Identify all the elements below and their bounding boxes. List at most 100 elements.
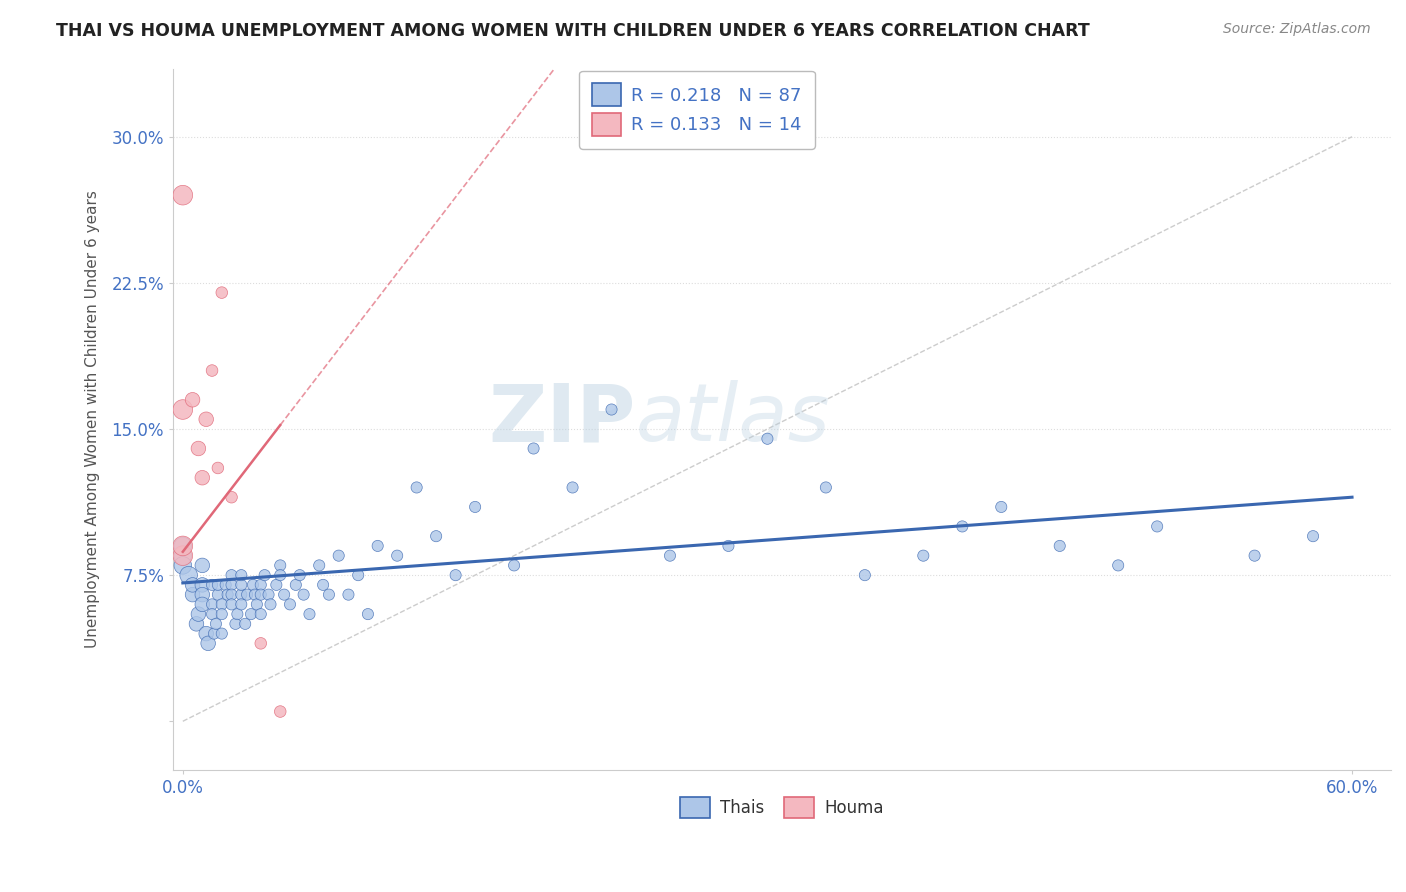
Point bbox=[284, 578, 307, 592]
Point bbox=[444, 568, 467, 582]
Point bbox=[187, 607, 209, 621]
Point bbox=[172, 549, 194, 563]
Point bbox=[172, 558, 194, 573]
Point bbox=[269, 705, 291, 719]
Point bbox=[278, 598, 301, 612]
Point bbox=[231, 568, 253, 582]
Text: atlas: atlas bbox=[636, 380, 831, 458]
Point bbox=[814, 480, 837, 494]
Point bbox=[1302, 529, 1324, 543]
Point bbox=[221, 578, 243, 592]
Point bbox=[201, 363, 224, 377]
Point bbox=[367, 539, 389, 553]
Point bbox=[853, 568, 876, 582]
Point bbox=[249, 588, 271, 602]
Point bbox=[347, 568, 370, 582]
Point bbox=[1146, 519, 1168, 533]
Point bbox=[191, 598, 214, 612]
Point bbox=[202, 626, 225, 640]
Point bbox=[191, 588, 214, 602]
Point bbox=[211, 285, 233, 300]
Point bbox=[201, 598, 224, 612]
Point bbox=[1107, 558, 1129, 573]
Point bbox=[259, 598, 281, 612]
Point bbox=[242, 578, 264, 592]
Point bbox=[205, 616, 228, 631]
Point bbox=[231, 598, 253, 612]
Point bbox=[201, 578, 224, 592]
Point bbox=[240, 607, 263, 621]
Point bbox=[990, 500, 1012, 514]
Point bbox=[172, 188, 194, 202]
Point bbox=[328, 549, 350, 563]
Point bbox=[912, 549, 935, 563]
Point bbox=[221, 598, 243, 612]
Point bbox=[201, 607, 224, 621]
Point bbox=[221, 588, 243, 602]
Point bbox=[207, 461, 229, 475]
Point bbox=[266, 578, 288, 592]
Point bbox=[177, 568, 200, 582]
Point bbox=[191, 558, 214, 573]
Point bbox=[950, 519, 973, 533]
Point bbox=[172, 539, 194, 553]
Point bbox=[221, 568, 243, 582]
Point bbox=[385, 549, 408, 563]
Point bbox=[211, 626, 233, 640]
Point bbox=[600, 402, 623, 417]
Point bbox=[226, 607, 249, 621]
Text: THAI VS HOUMA UNEMPLOYMENT AMONG WOMEN WITH CHILDREN UNDER 6 YEARS CORRELATION C: THAI VS HOUMA UNEMPLOYMENT AMONG WOMEN W… bbox=[56, 22, 1090, 40]
Point bbox=[211, 598, 233, 612]
Point bbox=[561, 480, 583, 494]
Point bbox=[211, 607, 233, 621]
Point bbox=[207, 578, 229, 592]
Point bbox=[288, 568, 311, 582]
Point bbox=[172, 402, 194, 417]
Point bbox=[172, 539, 194, 553]
Point bbox=[503, 558, 526, 573]
Point bbox=[257, 588, 280, 602]
Point bbox=[273, 588, 295, 602]
Point bbox=[231, 578, 253, 592]
Point bbox=[224, 616, 246, 631]
Point bbox=[191, 578, 214, 592]
Point bbox=[659, 549, 682, 563]
Point bbox=[195, 626, 218, 640]
Legend: Thais, Houma: Thais, Houma bbox=[673, 790, 890, 825]
Point bbox=[1049, 539, 1071, 553]
Point bbox=[249, 636, 271, 650]
Point bbox=[464, 500, 486, 514]
Point bbox=[186, 616, 208, 631]
Point bbox=[217, 588, 239, 602]
Point bbox=[405, 480, 427, 494]
Text: Source: ZipAtlas.com: Source: ZipAtlas.com bbox=[1223, 22, 1371, 37]
Point bbox=[269, 568, 291, 582]
Point bbox=[172, 549, 194, 563]
Point bbox=[269, 558, 291, 573]
Point bbox=[292, 588, 315, 602]
Y-axis label: Unemployment Among Women with Children Under 6 years: Unemployment Among Women with Children U… bbox=[86, 190, 100, 648]
Point bbox=[756, 432, 779, 446]
Point bbox=[249, 578, 271, 592]
Point bbox=[312, 578, 335, 592]
Point bbox=[236, 588, 259, 602]
Point bbox=[197, 636, 219, 650]
Point bbox=[308, 558, 330, 573]
Point bbox=[221, 490, 243, 504]
Point bbox=[191, 471, 214, 485]
Point bbox=[522, 442, 544, 456]
Point bbox=[717, 539, 740, 553]
Point bbox=[233, 616, 256, 631]
Point bbox=[1243, 549, 1265, 563]
Point bbox=[357, 607, 380, 621]
Point bbox=[318, 588, 340, 602]
Point bbox=[337, 588, 360, 602]
Text: ZIP: ZIP bbox=[489, 380, 636, 458]
Point bbox=[181, 578, 204, 592]
Point bbox=[298, 607, 321, 621]
Point bbox=[249, 607, 271, 621]
Point bbox=[246, 598, 269, 612]
Point bbox=[181, 588, 204, 602]
Point bbox=[207, 588, 229, 602]
Point bbox=[425, 529, 447, 543]
